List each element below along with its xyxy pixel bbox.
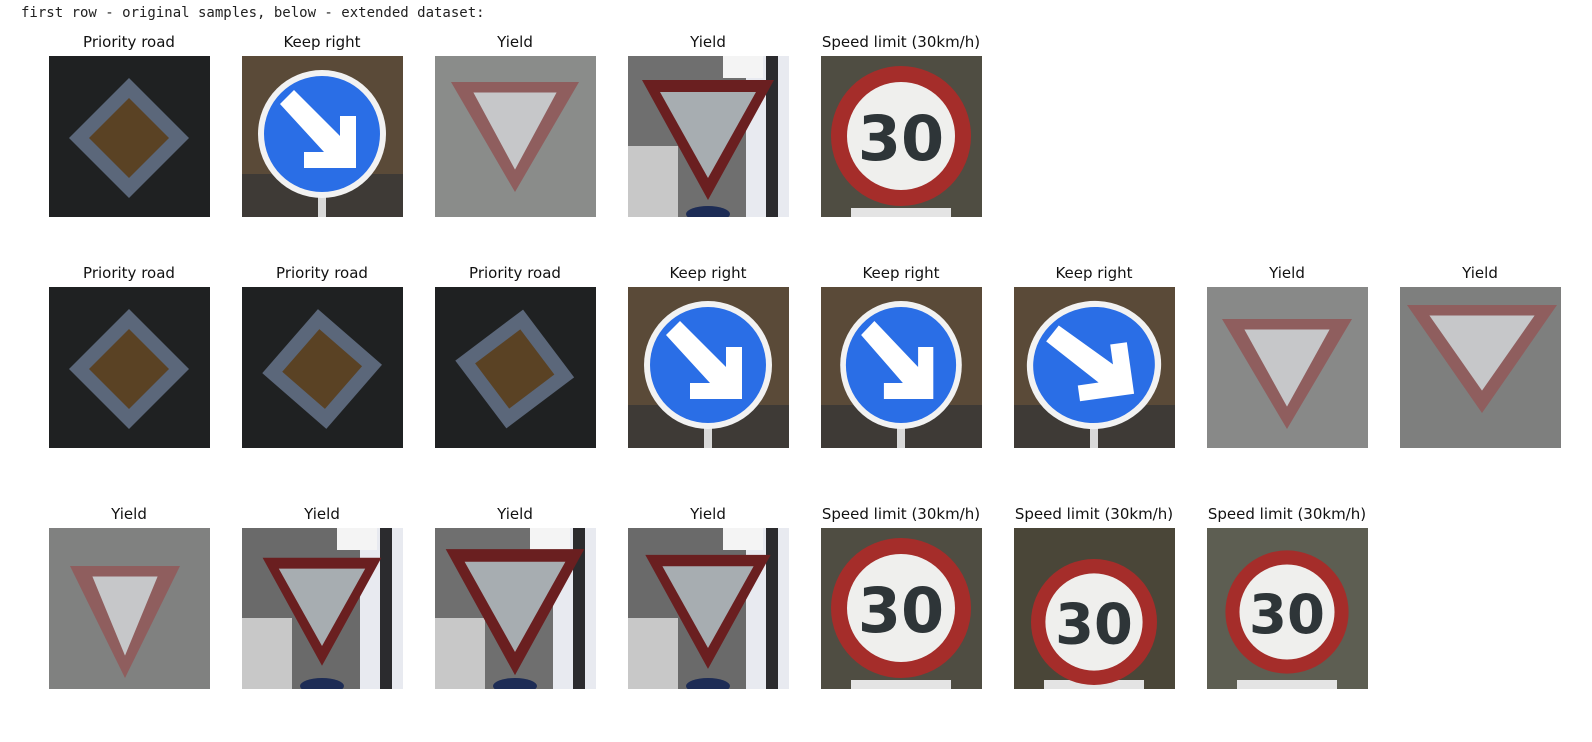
- sample-cell: Yield: [628, 504, 789, 689]
- yield-sign-icon: [435, 56, 596, 217]
- sample-label: Yield: [304, 505, 340, 523]
- sample-label: Keep right: [669, 264, 747, 282]
- sample-label: Yield: [690, 33, 726, 51]
- priority-road-sign-icon: [242, 287, 403, 448]
- sample-label: Yield: [1462, 264, 1498, 282]
- speed-limit-30-sign-icon: 30: [1014, 528, 1175, 689]
- priority-road-sign-icon: [49, 287, 210, 448]
- yield-sign-icon: [49, 528, 210, 689]
- figure-caption: first row - original samples, below - ex…: [21, 5, 485, 21]
- sample-label: Yield: [1269, 264, 1305, 282]
- sample-cell: Keep right: [242, 32, 403, 217]
- sample-label: Keep right: [862, 264, 940, 282]
- sample-cell: Priority road: [435, 263, 596, 448]
- sample-label: Yield: [111, 505, 147, 523]
- priority-road-sign-icon: [435, 287, 596, 448]
- speed-limit-number: 30: [858, 574, 944, 647]
- sample-label: Priority road: [469, 264, 561, 282]
- sample-cell: Keep right: [821, 263, 982, 448]
- sample-label: Keep right: [1055, 264, 1133, 282]
- priority-road-sign-icon: [49, 56, 210, 217]
- sample-cell: Priority road: [49, 263, 210, 448]
- speed-limit-30-sign-icon: 30: [821, 56, 982, 217]
- sample-cell: Speed limit (30km/h) 30: [1207, 504, 1368, 689]
- sample-cell: Keep right: [1014, 263, 1175, 448]
- sample-cell: Yield: [1400, 263, 1561, 448]
- yield-sign-icon: [1207, 287, 1368, 448]
- yield-sign-icon: [242, 528, 403, 689]
- sample-label: Priority road: [83, 264, 175, 282]
- sample-cell: Yield: [49, 504, 210, 689]
- sample-label: Priority road: [83, 33, 175, 51]
- sample-label: Yield: [497, 33, 533, 51]
- sample-cell: Yield: [435, 504, 596, 689]
- yield-sign-icon: [435, 528, 596, 689]
- speed-limit-30-sign-icon: 30: [1207, 528, 1368, 689]
- sample-label: Speed limit (30km/h): [821, 505, 981, 523]
- sample-label: Yield: [690, 505, 726, 523]
- sample-label: Speed limit (30km/h): [821, 33, 981, 51]
- speed-limit-number: 30: [1249, 582, 1325, 646]
- sample-cell: Yield: [1207, 263, 1368, 448]
- speed-limit-30-sign-icon: 30: [821, 528, 982, 689]
- sample-label: Keep right: [283, 33, 361, 51]
- sample-label: Priority road: [276, 264, 368, 282]
- sample-cell: Speed limit (30km/h) 30: [821, 32, 982, 217]
- sample-cell: Priority road: [242, 263, 403, 448]
- sample-cell: Priority road: [49, 32, 210, 217]
- sample-label: Speed limit (30km/h): [1014, 505, 1174, 523]
- sample-label: Speed limit (30km/h): [1207, 505, 1367, 523]
- sample-cell: Yield: [435, 32, 596, 217]
- yield-sign-icon: [1400, 287, 1561, 448]
- sample-cell: Keep right: [628, 263, 789, 448]
- sample-cell: Yield: [242, 504, 403, 689]
- yield-sign-icon: [628, 56, 789, 217]
- keep-right-sign-icon: [242, 56, 403, 217]
- speed-limit-number: 30: [1055, 593, 1133, 658]
- yield-sign-icon: [628, 528, 789, 689]
- sample-cell: Speed limit (30km/h) 30: [821, 504, 982, 689]
- speed-limit-number: 30: [858, 102, 944, 175]
- keep-right-sign-icon: [628, 287, 789, 448]
- sample-cell: Yield: [628, 32, 789, 217]
- keep-right-sign-icon: [821, 287, 982, 448]
- keep-right-sign-icon: [1014, 287, 1175, 448]
- sample-label: Yield: [497, 505, 533, 523]
- sample-cell: Speed limit (30km/h) 30: [1014, 504, 1175, 689]
